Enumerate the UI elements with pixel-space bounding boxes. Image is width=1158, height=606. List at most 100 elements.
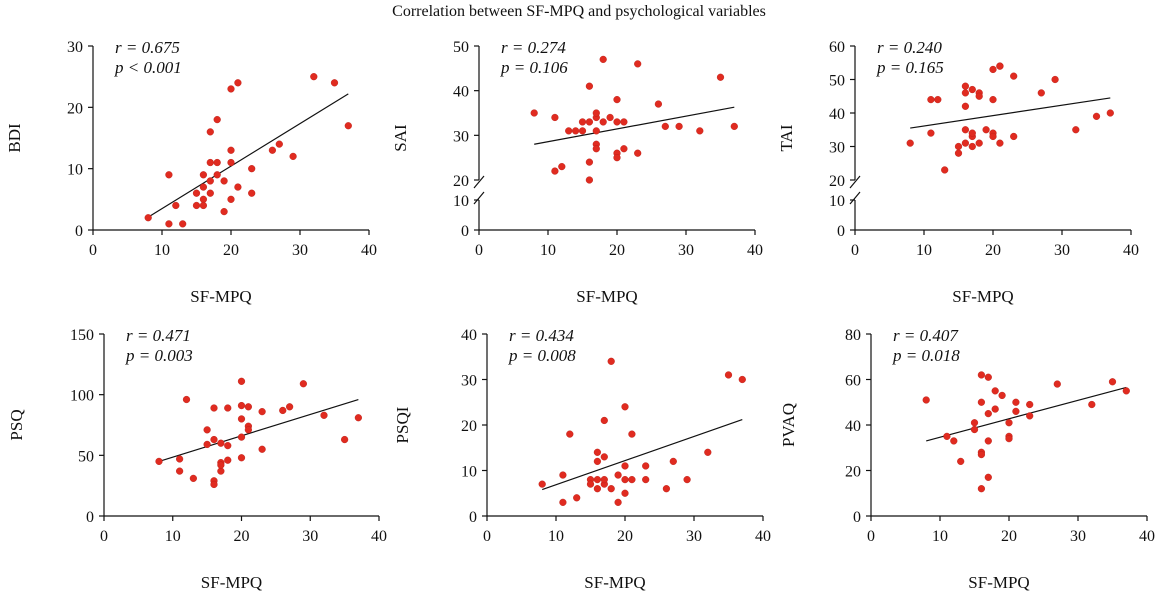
x-tick-label: 30 [1054,242,1070,259]
data-point [199,195,208,203]
scatter-tai: 0 10 20 30 40 20 30 40 50 60 0 10 SF-MPQ TAI r = 0.240… [777,38,1139,306]
y-tick-label: 50 [829,73,845,90]
y-tick-label: 10 [461,464,477,481]
data-point [244,403,252,411]
data-point [227,146,235,154]
stat-p: p = 0.003 [125,346,193,365]
data-point [237,454,246,462]
stat-r: r = 0.274 [501,38,566,57]
data-point [634,149,642,157]
panel-sai: 0 10 20 30 40 20 30 40 50 0 10 SF-MPQ SAI r = 0.274 p … [386,30,772,315]
data-point [354,414,362,422]
x-tick-label: 30 [1070,528,1086,545]
x-tick-label: 10 [165,528,181,545]
data-point [954,149,963,157]
data-point [182,395,191,404]
data-point [585,118,594,126]
x-tick-label: 0 [483,528,491,545]
y-tick-label: 10 [453,193,469,210]
data-point [559,498,567,506]
data-point [593,448,602,456]
data-point [217,461,225,469]
data-point [696,127,704,135]
axis-break-mark [473,175,485,189]
scatter-sai: 0 10 20 30 40 20 30 40 50 0 10 SF-MPQ SAI r = 0.274p … [391,38,763,306]
data-point [341,435,349,444]
data-point [704,448,712,456]
y-tick-label: 0 [86,509,94,526]
data-point [299,380,307,388]
data-point [613,118,621,126]
data-point [559,471,567,479]
y-axis-title: SAI [391,124,410,152]
y-tick-label: 20 [67,100,83,117]
y-tick-label: 20 [829,173,845,190]
data-point [961,89,970,97]
y-tick-label: 40 [845,418,861,435]
data-point [206,128,214,136]
stat-r: r = 0.434 [509,326,574,345]
data-point [172,201,180,210]
data-point [592,145,600,153]
data-point [258,408,266,416]
y-tick-label: 20 [845,464,861,481]
y-tick-label: 100 [70,388,94,405]
regression-line [910,97,1111,129]
data-point [977,398,986,406]
data-point [724,371,733,379]
y-tick-label: 50 [78,448,94,465]
x-tick-label: 40 [755,528,771,545]
data-point [599,118,607,126]
data-point [621,403,629,411]
data-point [621,489,629,497]
data-point [210,435,218,444]
figure-title: Correlation between SF-MPQ and psycholog… [392,3,766,20]
y-tick-label: 30 [453,128,469,145]
data-point [1037,89,1045,97]
x-axis-title: SF-MPQ [201,573,262,592]
data-point [217,467,225,475]
data-point [634,60,642,68]
data-point [1122,387,1130,395]
stat-r: r = 0.675 [115,38,180,57]
data-point [989,132,997,141]
data-point [600,476,608,484]
data-point [957,457,965,466]
data-point [934,95,942,104]
data-point [237,401,246,410]
data-point [675,122,683,131]
y-tick-label: 0 [461,223,469,240]
data-point [620,145,628,153]
data-point [189,474,197,482]
data-point [210,404,218,412]
y-axis-title: PSQ [7,409,26,440]
data-point [730,122,738,131]
data-point [970,419,979,427]
data-point [620,118,628,126]
y-axis-title: PVAQ [779,403,798,447]
data-point [1072,126,1080,134]
stat-r: r = 0.407 [893,326,959,345]
data-point [961,139,970,147]
data-point [1026,412,1034,420]
data-point [599,55,607,64]
y-tick-label: 50 [453,39,469,56]
data-point [941,166,949,174]
data-point [954,142,963,151]
y-tick-label: 40 [453,84,469,101]
data-point [176,455,184,463]
x-axis-title: SF-MPQ [584,573,645,592]
x-tick-label: 0 [100,528,108,545]
data-point [998,391,1006,400]
data-point [977,450,986,459]
x-tick-label: 20 [609,242,625,259]
panel-tai: 0 10 20 30 40 20 30 40 50 60 0 10 SF-MPQ TAI r = 0.240… [772,30,1158,315]
data-point [155,457,163,466]
data-point [192,201,201,210]
data-point [621,462,629,470]
data-point [968,85,976,94]
data-point [206,189,214,197]
data-point [248,165,256,173]
x-tick-label: 0 [89,242,97,259]
